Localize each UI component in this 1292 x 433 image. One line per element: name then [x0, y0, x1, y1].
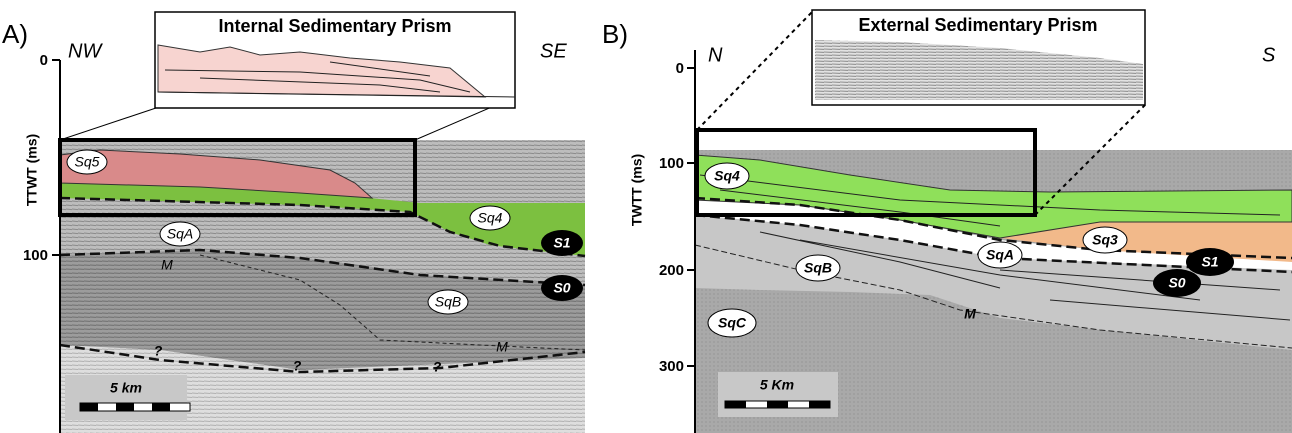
unit-label: Sq5	[75, 154, 100, 170]
unknown-label: ?	[154, 343, 163, 359]
surface-label: S0	[1168, 275, 1185, 291]
tick-label: 200	[659, 262, 684, 279]
panel-label: A)	[2, 19, 28, 49]
unit-label: SqB	[435, 294, 461, 310]
panel-a: A) Internal Sedimentary Prism NW SE 0 10…	[2, 12, 585, 433]
tick-label: 300	[659, 358, 684, 375]
connector	[60, 108, 156, 140]
inset-title: Internal Sedimentary Prism	[218, 16, 451, 36]
unit-label: Sq4	[714, 168, 740, 184]
marker-label: M	[964, 306, 976, 322]
marker-label: M	[161, 257, 173, 273]
panel-label: B)	[602, 19, 628, 49]
axis-label: TWTT (ms)	[629, 154, 645, 226]
direction-label: N	[708, 44, 723, 66]
scale-label: 5 km	[110, 380, 142, 396]
scale-label: 5 Km	[760, 377, 794, 393]
marker-label: M	[496, 339, 508, 355]
unit-label: Sq3	[1092, 232, 1118, 248]
inset-title: External Sedimentary Prism	[858, 15, 1097, 35]
unit-label: SqC	[718, 315, 747, 331]
unit-label: SqB	[804, 260, 832, 276]
tick-label: 0	[676, 60, 684, 77]
axis-label: TTWT (ms)	[24, 134, 40, 206]
tick-label: 100	[23, 247, 48, 264]
tick-label: 100	[659, 155, 684, 172]
surface-label: S1	[553, 235, 570, 251]
direction-label: SE	[540, 40, 567, 62]
surface-label: S0	[553, 280, 570, 296]
figure: A) Internal Sedimentary Prism NW SE 0 10…	[0, 0, 1292, 433]
tick-label: 0	[40, 52, 48, 69]
direction-label: NW	[68, 40, 103, 62]
direction-label: S	[1262, 44, 1276, 66]
unit-label: SqA	[986, 247, 1014, 263]
scale-bar	[725, 401, 830, 408]
scale-bar	[80, 403, 190, 411]
surface-label: S1	[1201, 254, 1218, 270]
unknown-label: ?	[293, 358, 302, 374]
unit-label: SqA	[167, 226, 193, 242]
panel-b: B) External Sedimentary Prism N S 0 100 …	[602, 10, 1292, 433]
connector	[697, 12, 812, 130]
unknown-label: ?	[433, 359, 442, 375]
unit-label: Sq4	[478, 210, 503, 226]
